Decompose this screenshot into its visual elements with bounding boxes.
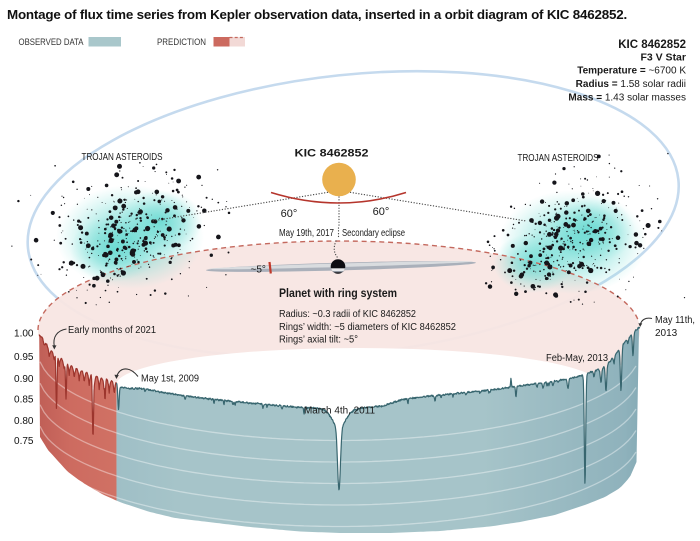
- svg-text:0.85: 0.85: [14, 395, 34, 406]
- svg-text:March 4th, 2011: March 4th, 2011: [304, 406, 375, 417]
- svg-text:Planet with ring system: Planet with ring system: [279, 288, 397, 300]
- svg-text:Temperature = ~6700 K: Temperature = ~6700 K: [577, 66, 686, 77]
- svg-text:OBSERVED DATA: OBSERVED DATA: [19, 37, 85, 48]
- svg-text:KIC 8462852: KIC 8462852: [295, 148, 369, 160]
- svg-text:Radius = 1.58 solar radii: Radius = 1.58 solar radii: [576, 79, 686, 90]
- svg-text:Radius: ~0.3 radii of KIC 8462: Radius: ~0.3 radii of KIC 8462852: [279, 309, 416, 320]
- svg-text:Rings’ width: ~5 diameters of: Rings’ width: ~5 diameters of KIC 846285…: [279, 322, 456, 333]
- svg-text:0.95: 0.95: [14, 352, 34, 363]
- svg-text:Rings’ axial tilt: ~5°: Rings’ axial tilt: ~5°: [279, 335, 358, 346]
- svg-text:Early months of 2021: Early months of 2021: [68, 325, 156, 336]
- svg-text:1.00: 1.00: [14, 329, 34, 340]
- svg-text:Montage of flux time series fr: Montage of flux time series from Kepler …: [7, 7, 627, 22]
- svg-text:60°: 60°: [281, 208, 298, 220]
- svg-text:May 1st, 2009: May 1st, 2009: [141, 374, 199, 385]
- svg-text:Feb-May, 2013: Feb-May, 2013: [546, 353, 608, 364]
- svg-text:60°: 60°: [373, 206, 390, 218]
- svg-text:0.75: 0.75: [14, 436, 34, 447]
- svg-text:Secondary eclipse: Secondary eclipse: [342, 228, 405, 239]
- svg-text:KIC 8462852: KIC 8462852: [618, 39, 686, 51]
- svg-text:PREDICTION: PREDICTION: [157, 37, 206, 48]
- svg-text:2013: 2013: [655, 328, 678, 339]
- svg-text:0.90: 0.90: [14, 374, 34, 385]
- svg-text:0.80: 0.80: [14, 416, 34, 427]
- svg-text:May 19th, 2017: May 19th, 2017: [279, 228, 334, 239]
- svg-text:TROJAN ASTEROIDS: TROJAN ASTEROIDS: [82, 152, 163, 163]
- svg-text:May 11th,: May 11th,: [655, 315, 695, 326]
- svg-text:F3 V Star: F3 V Star: [640, 52, 686, 64]
- svg-text:Mass = 1.43 solar masses: Mass = 1.43 solar masses: [568, 93, 686, 104]
- svg-text:TROJAN ASTEROIDS: TROJAN ASTEROIDS: [518, 153, 599, 164]
- svg-text:~5°: ~5°: [251, 265, 266, 276]
